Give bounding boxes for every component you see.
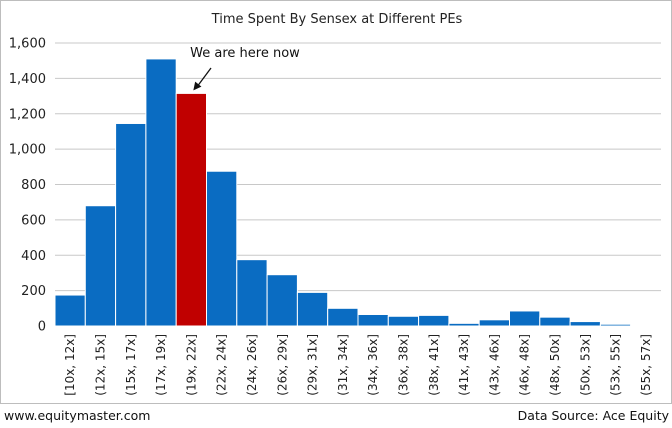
y-tick-label: 1,200 — [9, 107, 46, 122]
x-tick-label: (41x, 43x] — [457, 334, 471, 396]
x-tick-label: (34x, 36x] — [366, 334, 380, 396]
bar — [296, 291, 329, 327]
x-tick-label: (53x, 55x] — [609, 334, 623, 396]
x-tick-label: (26x, 29x] — [275, 334, 289, 396]
annotation-arrowhead — [193, 81, 202, 91]
bar — [236, 259, 268, 327]
y-tick-label: 800 — [21, 178, 46, 193]
x-tick-label: (43x, 46x] — [487, 334, 501, 396]
footer-data-source: Data Source: Ace Equity — [517, 408, 669, 423]
y-tick-label: 400 — [21, 249, 46, 264]
bar — [478, 319, 511, 327]
x-tick-label: (15x, 17x] — [124, 334, 138, 396]
x-tick-label: (12x, 15x] — [93, 334, 107, 396]
bar — [387, 315, 420, 327]
footer-website: www.equitymaster.com — [4, 408, 151, 423]
bar — [84, 205, 117, 327]
y-tick-label: 1,600 — [9, 37, 46, 52]
x-tick-label: (46x, 48x] — [518, 334, 532, 396]
bar — [599, 323, 632, 327]
bar — [175, 92, 207, 327]
x-tick-label: (17x, 19x] — [154, 334, 168, 396]
x-tick-label: (36x, 38x] — [396, 334, 410, 396]
bar — [357, 314, 389, 327]
x-tick-label: (29x, 31x] — [306, 334, 320, 396]
bar — [509, 310, 541, 327]
bar — [569, 321, 601, 327]
annotation-label: We are here now — [190, 46, 300, 61]
x-tick-label: (24x, 26x] — [245, 334, 259, 396]
x-tick-label: [10x, 12x] — [63, 334, 77, 396]
y-tick-label: 1,000 — [9, 143, 46, 158]
x-axis-ticks: [10x, 12x] (12x, 15x] (15x, 17x] (17x, 19x]… — [63, 334, 653, 396]
bar — [145, 58, 177, 327]
y-tick-label: 0 — [38, 320, 46, 335]
x-tick-label: (48x, 50x] — [548, 334, 562, 396]
sensex-pe-histogram: Time Spent By Sensex at Different PEs 0 2… — [9, 12, 662, 396]
x-tick-label: (31x, 34x] — [336, 334, 350, 396]
bar — [448, 322, 480, 327]
x-tick-label: (55x, 57x] — [639, 334, 653, 396]
x-tick-label: (22x, 24x] — [215, 334, 229, 396]
x-tick-label: (50x, 53x] — [578, 334, 592, 396]
x-tick-label: (19x, 22x] — [184, 334, 198, 396]
x-tick-label: (38x, 41x] — [427, 334, 441, 396]
bar — [206, 170, 238, 327]
bar — [54, 294, 86, 327]
bar — [327, 307, 359, 327]
y-tick-label: 600 — [21, 213, 46, 228]
chart-frame: Time Spent By Sensex at Different PEs 0 2… — [0, 0, 672, 404]
y-tick-label: 1,400 — [9, 72, 46, 87]
bars — [54, 58, 662, 327]
y-tick-label: 200 — [21, 284, 46, 299]
y-axis-ticks: 0 200 400 600 800 1,000 1,200 1,400 1,600 — [9, 37, 46, 335]
bar — [266, 274, 298, 327]
chart-title: Time Spent By Sensex at Different PEs — [211, 12, 463, 27]
bar — [115, 122, 147, 327]
annotation-arrow — [196, 67, 212, 87]
annotation-group: We are here now — [190, 46, 300, 91]
bar — [630, 324, 662, 327]
bar — [539, 316, 571, 327]
bar — [418, 314, 450, 327]
